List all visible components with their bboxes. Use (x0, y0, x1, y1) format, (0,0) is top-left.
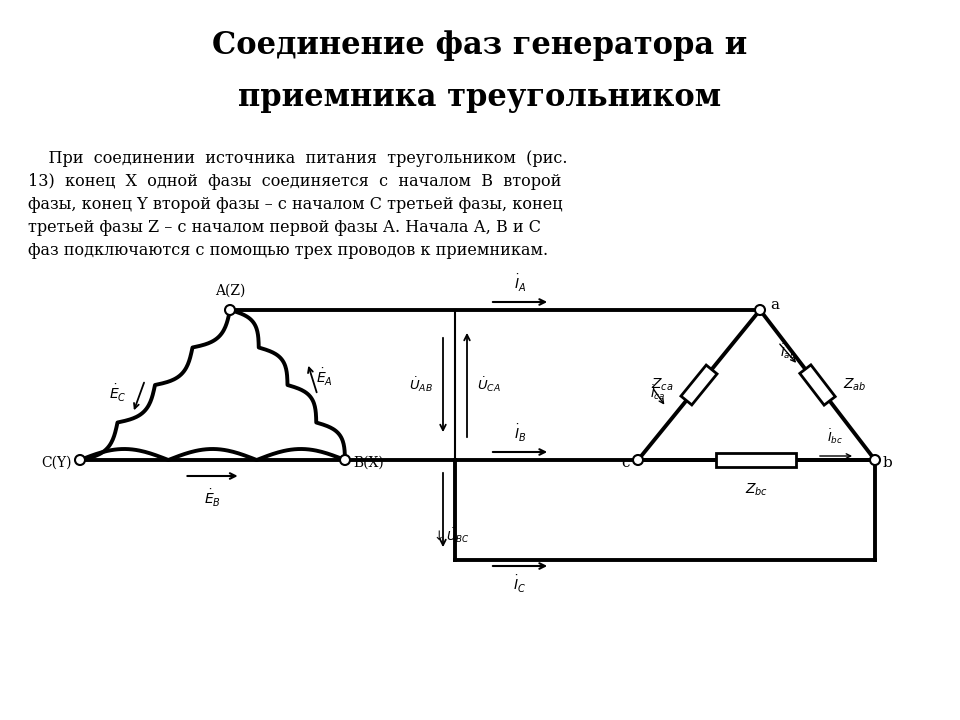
Polygon shape (681, 365, 717, 405)
Text: A(Z): A(Z) (215, 284, 245, 298)
Text: $Z_{ca}$: $Z_{ca}$ (651, 377, 673, 393)
Circle shape (633, 455, 643, 465)
Text: b: b (883, 456, 893, 470)
Text: C(Y): C(Y) (41, 456, 72, 470)
Circle shape (225, 305, 235, 315)
Polygon shape (800, 365, 835, 405)
Text: $\dot{U}_{AB}$: $\dot{U}_{AB}$ (409, 376, 433, 395)
Text: $\dot{I}_B$: $\dot{I}_B$ (514, 423, 526, 444)
Text: 13)  конец  X  одной  фазы  соединяется  с  началом  В  второй: 13) конец X одной фазы соединяется с нач… (28, 173, 562, 190)
Text: $\dot{E}_B$: $\dot{E}_B$ (204, 488, 221, 509)
Text: c: c (621, 456, 630, 470)
Text: $\dot{U}_{CA}$: $\dot{U}_{CA}$ (477, 376, 501, 395)
Text: $\downarrow\dot{U}_{BC}$: $\downarrow\dot{U}_{BC}$ (431, 526, 469, 545)
Text: a: a (770, 298, 779, 312)
Circle shape (75, 455, 85, 465)
Text: $\dot{I}_A$: $\dot{I}_A$ (514, 273, 526, 294)
Circle shape (340, 455, 350, 465)
Text: При  соединении  источника  питания  треугольником  (рис.: При соединении источника питания треугол… (28, 150, 567, 167)
Text: $Z_{bc}$: $Z_{bc}$ (745, 482, 768, 498)
Text: $\dot{I}_{ca}$: $\dot{I}_{ca}$ (650, 384, 665, 402)
Text: B(X): B(X) (353, 456, 384, 470)
Bar (716, 453, 797, 467)
Circle shape (755, 305, 765, 315)
Text: третьей фазы Z – с началом первой фазы А. Начала А, В и С: третьей фазы Z – с началом первой фазы А… (28, 219, 541, 236)
Text: $\dot{I}_{ab}$: $\dot{I}_{ab}$ (780, 343, 796, 361)
Text: $\dot{I}_{bc}$: $\dot{I}_{bc}$ (827, 428, 843, 446)
Text: $\dot{I}_C$: $\dot{I}_C$ (514, 574, 526, 595)
Text: приемника треугольником: приемника треугольником (238, 82, 722, 113)
Text: Соединение фаз генератора и: Соединение фаз генератора и (212, 30, 748, 61)
Text: $\dot{E}_C$: $\dot{E}_C$ (109, 382, 127, 403)
Text: фаз подключаются с помощью трех проводов к приемникам.: фаз подключаются с помощью трех проводов… (28, 242, 548, 259)
Text: $Z_{ab}$: $Z_{ab}$ (844, 377, 867, 393)
Text: $\dot{E}_A$: $\dot{E}_A$ (316, 366, 332, 387)
Circle shape (870, 455, 880, 465)
Text: фазы, конец Y второй фазы – с началом С третьей фазы, конец: фазы, конец Y второй фазы – с началом С … (28, 196, 563, 213)
